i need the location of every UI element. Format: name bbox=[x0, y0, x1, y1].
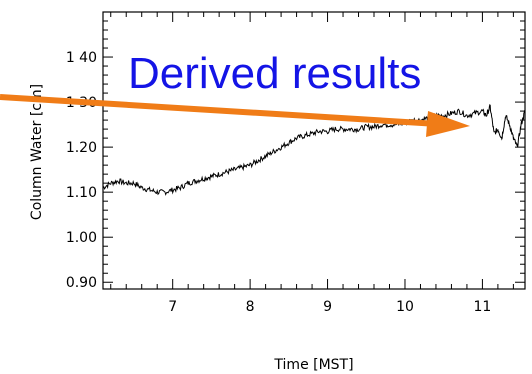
x-tick-label: 10 bbox=[396, 299, 414, 315]
y-tick-label: 1.20 bbox=[66, 140, 97, 156]
arrow-shaft bbox=[0, 94, 439, 127]
x-tick-label: 9 bbox=[323, 299, 332, 315]
y-axis-title: Column Water [cm] bbox=[29, 84, 45, 220]
derived-results-annotation: Derived results bbox=[128, 49, 421, 98]
x-tick-label: 11 bbox=[473, 299, 491, 315]
plot-frame bbox=[102, 11, 526, 290]
series-line bbox=[102, 104, 526, 196]
arrow-head bbox=[426, 111, 470, 137]
x-tick-label: 8 bbox=[246, 299, 255, 315]
y-tick-label: 1.10 bbox=[66, 185, 97, 201]
y-tick-label: 1.00 bbox=[66, 230, 97, 246]
x-tick-label: 7 bbox=[168, 299, 177, 315]
annotation-arrow bbox=[0, 94, 470, 137]
x-axis-title: Time [MST] bbox=[273, 357, 353, 373]
y-tick-label: 1 40 bbox=[66, 50, 97, 66]
y-tick-label: 0.90 bbox=[66, 275, 97, 291]
axis-ticks bbox=[103, 12, 525, 289]
